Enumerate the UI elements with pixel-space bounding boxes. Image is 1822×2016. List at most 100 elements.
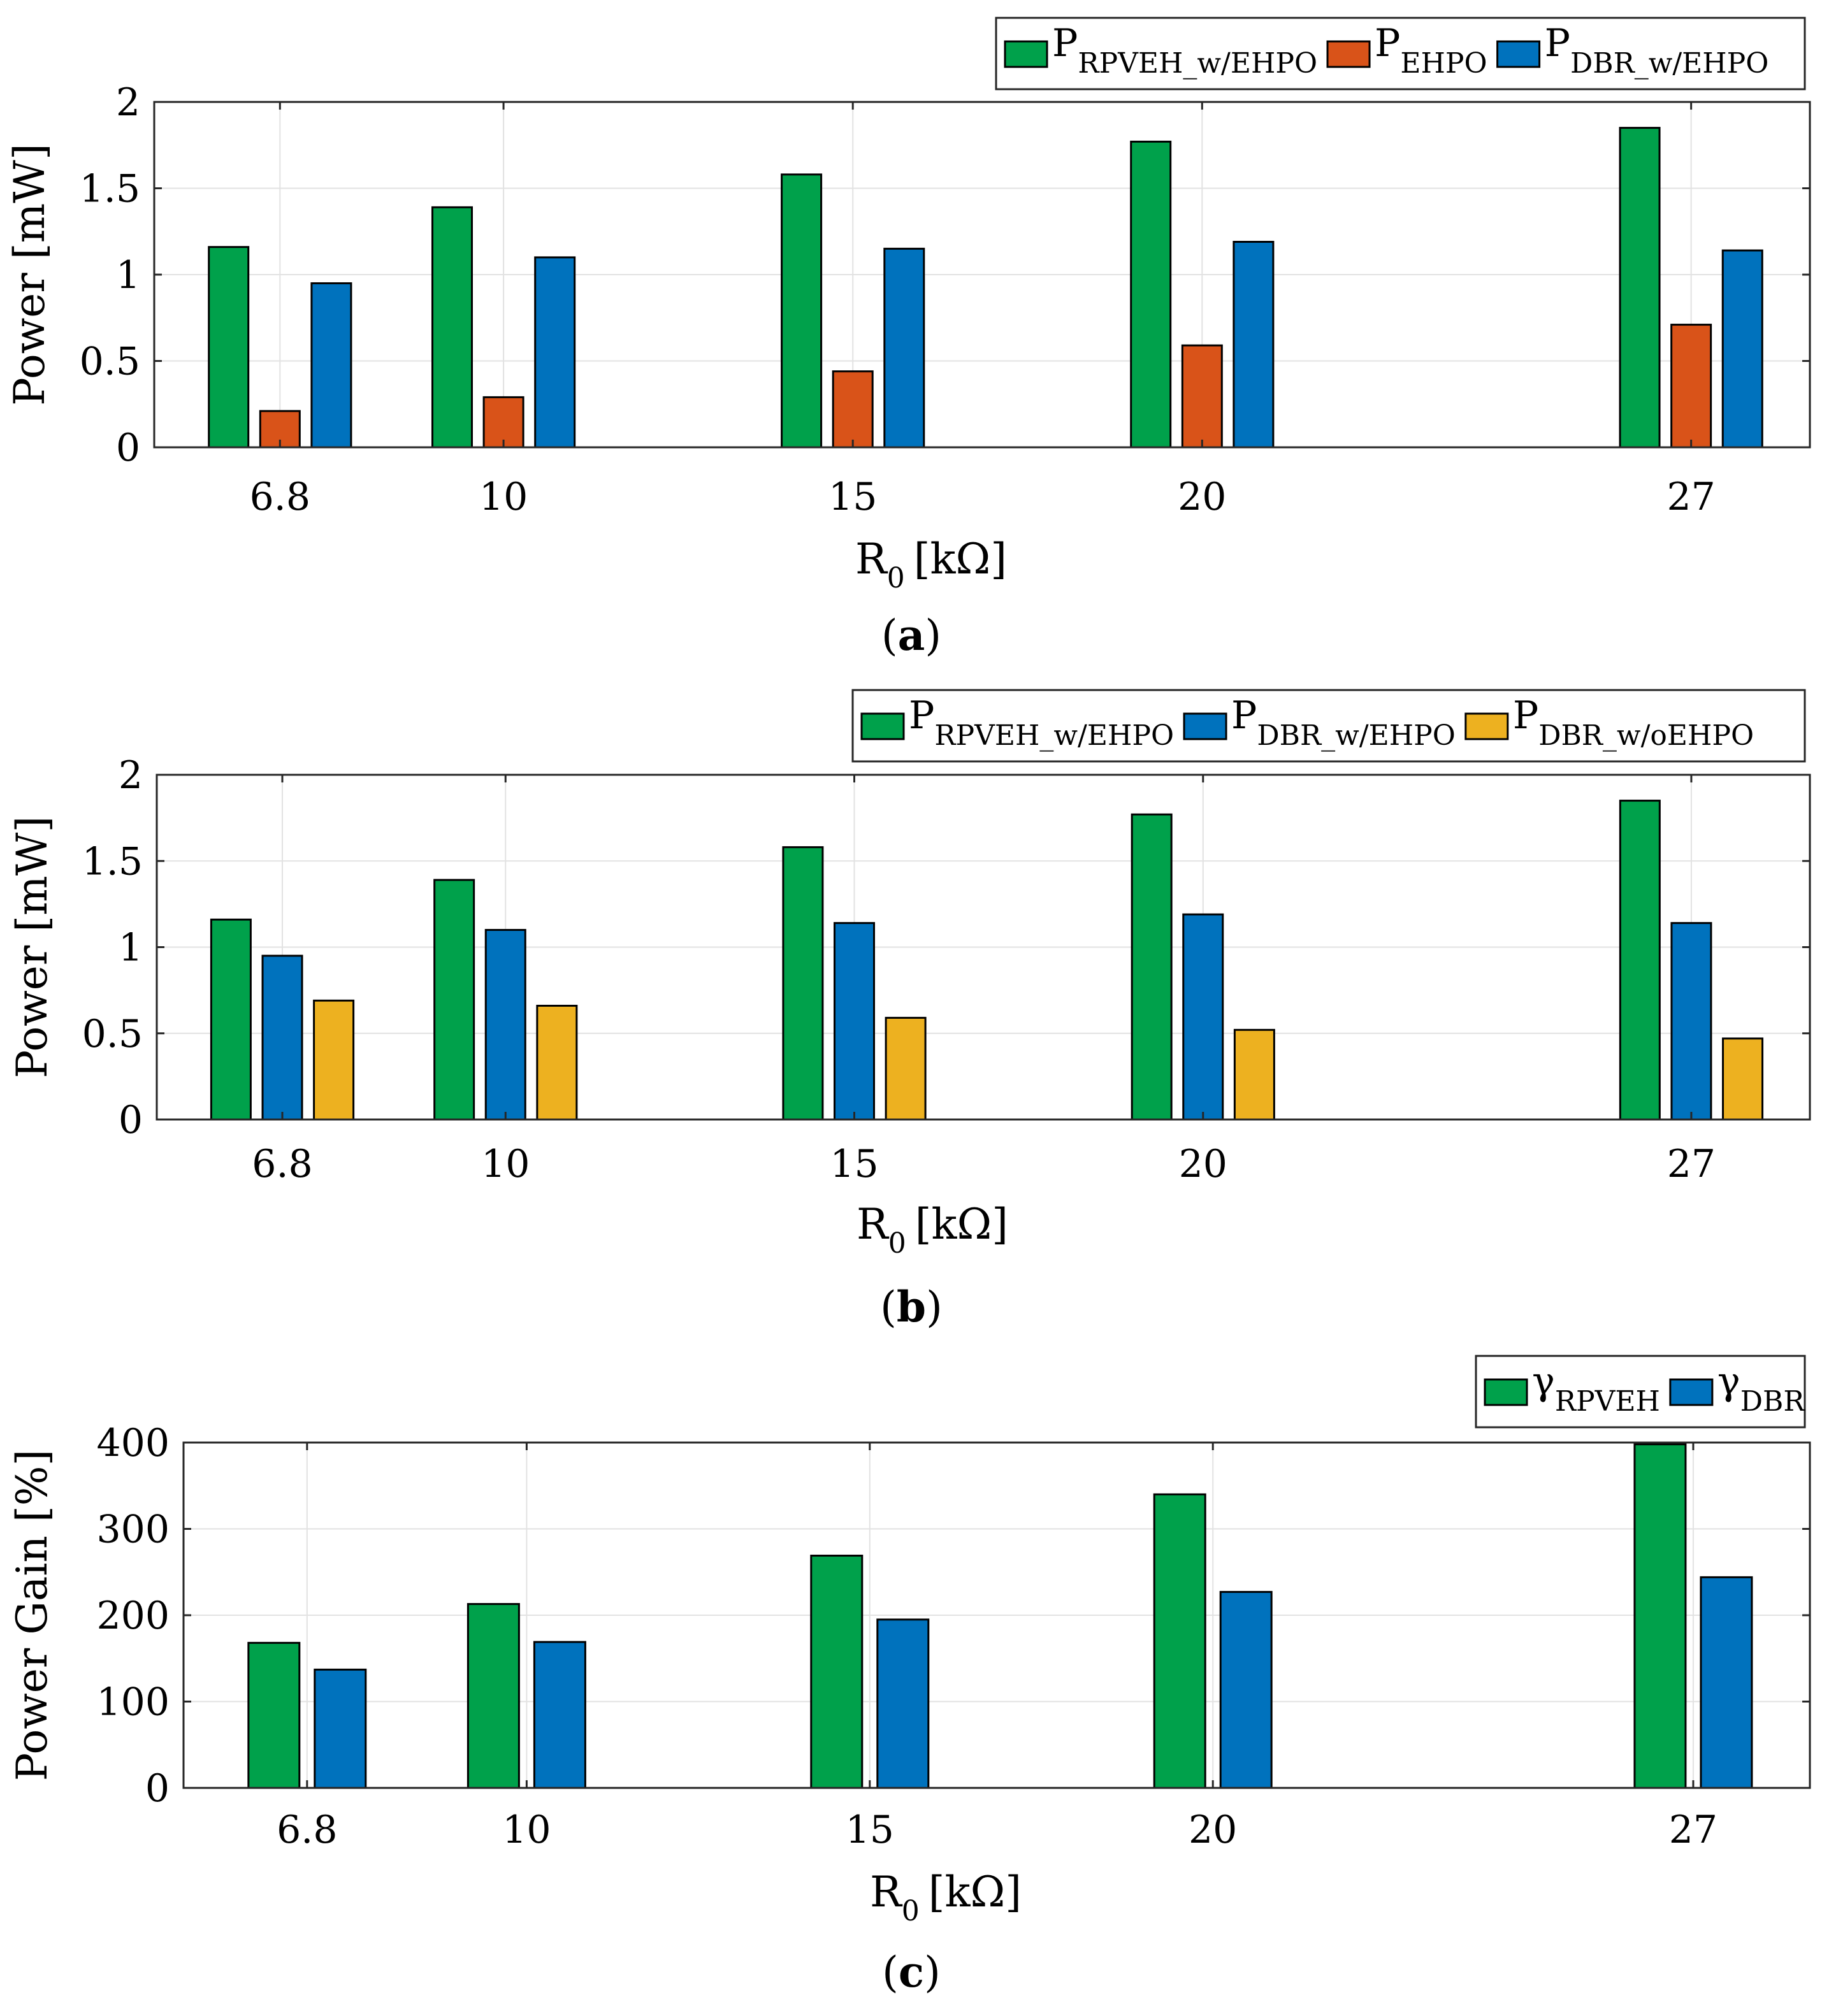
legend-swatch: [1183, 712, 1227, 740]
y-tick-label: 0.5: [80, 340, 140, 384]
bar-dbr-w-ehpo-6-8: [261, 954, 303, 1121]
bar-dbr-w-oehpo-27: [1722, 1037, 1764, 1121]
panel-caption: (b): [880, 1282, 943, 1332]
legend-entry: γDBR: [1717, 1359, 1805, 1418]
bar-dbr-27: [1700, 1576, 1753, 1789]
y-axis-label: Power [mW]: [5, 143, 54, 405]
bar-rpveh-w-ehpo-10: [431, 206, 474, 449]
y-tick-label: 100: [96, 1680, 170, 1725]
y-tick-label: 0: [116, 426, 140, 470]
x-tick-label: 6.8: [252, 1142, 312, 1186]
bar-dbr-6-8: [314, 1668, 367, 1789]
x-tick-label: 27: [1667, 1142, 1716, 1186]
legend-swatch: [1464, 712, 1509, 740]
x-tick-label: 15: [828, 475, 877, 519]
legend-entry: PRPVEH_w/EHPO: [1052, 21, 1317, 80]
legend: PRPVEH_w/EHPO PEHPO PDBR_w/EHPO: [995, 17, 1806, 90]
bar-ehpo-20: [1181, 344, 1223, 449]
x-tick-label: 15: [830, 1142, 878, 1186]
chart-panel-a: 0 0.5 1 1.5 2 6.8 10 15 20 27 Power [mW] R0 [kΩ] PRPV…: [5, 17, 1811, 660]
x-tick-label: 6.8: [250, 475, 310, 519]
x-axis-label: R0 [kΩ]: [870, 1868, 1022, 1927]
y-tick-label: 0.5: [82, 1012, 143, 1056]
bar-dbr-w-ehpo-10: [534, 256, 576, 449]
legend-entry: PRPVEH_w/EHPO: [909, 693, 1174, 752]
x-tick-label: 20: [1179, 1142, 1227, 1186]
bar-rpveh-10: [466, 1602, 520, 1789]
x-tick-label: 20: [1178, 475, 1226, 519]
bar-rpveh-w-ehpo-10: [433, 879, 475, 1121]
x-tick-label: 10: [481, 1142, 530, 1186]
bar-rpveh-w-ehpo-27: [1619, 127, 1661, 449]
bar-dbr-10: [533, 1641, 586, 1789]
x-tick-label: 10: [479, 475, 528, 519]
y-tick-label: 1.5: [82, 839, 143, 884]
bar-dbr-w-ehpo-20: [1182, 913, 1224, 1121]
y-tick-label: 0: [145, 1766, 170, 1811]
bar-rpveh-w-ehpo-20: [1131, 813, 1173, 1121]
bar-dbr-w-oehpo-6-8: [313, 999, 355, 1121]
legend-entry: γRPVEH: [1532, 1359, 1660, 1418]
legend-swatch: [1484, 1378, 1528, 1406]
bar-rpveh-w-ehpo-15: [781, 173, 823, 449]
panel-caption: (a): [881, 610, 941, 660]
panel-caption: (c): [882, 1947, 941, 1997]
bar-dbr-w-ehpo-6-8: [310, 282, 352, 449]
legend-swatch: [1004, 40, 1048, 68]
bar-rpveh-w-ehpo-6-8: [210, 918, 252, 1121]
x-tick-label: 27: [1667, 475, 1715, 519]
x-tick-label: 10: [502, 1808, 551, 1852]
y-tick-label: 0: [119, 1098, 143, 1142]
bar-rpveh-27: [1633, 1443, 1687, 1789]
legend-entry: PDBR_w/EHPO: [1231, 693, 1456, 752]
bar-rpveh-6-8: [247, 1641, 301, 1789]
bar-rpveh-w-ehpo-27: [1619, 800, 1661, 1121]
bar-ehpo-27: [1670, 324, 1712, 449]
bar-rpveh-w-ehpo-15: [782, 846, 824, 1121]
bar-dbr-15: [876, 1618, 930, 1789]
y-tick-label: 1: [116, 253, 140, 298]
bar-dbr-w-oehpo-20: [1233, 1028, 1275, 1121]
legend: γRPVEH γDBR: [1475, 1355, 1806, 1429]
legend-box: [995, 17, 1806, 90]
bar-dbr-20: [1219, 1590, 1273, 1789]
y-axis-label: Power Gain [%]: [8, 1450, 57, 1781]
legend-box: [851, 689, 1806, 763]
legend-swatch: [1496, 40, 1541, 68]
legend-swatch: [1669, 1378, 1714, 1406]
chart-panel-c: 0 100 200 300 400 6.8 10 15 20 27 Power Gain [%] R0…: [8, 1355, 1811, 1997]
bar-dbr-w-ehpo-10: [484, 928, 526, 1121]
bar-dbr-w-ehpo-27: [1721, 249, 1763, 449]
y-tick-label: 400: [96, 1421, 170, 1465]
bar-rpveh-20: [1153, 1493, 1206, 1789]
bar-ehpo-15: [832, 370, 874, 449]
legend-entry: PEHPO: [1375, 21, 1487, 80]
bar-rpveh-15: [810, 1555, 864, 1789]
bar-dbr-w-oehpo-10: [536, 1004, 578, 1121]
x-axis-label: R0 [kΩ]: [857, 1200, 1008, 1260]
y-tick-label: 1: [119, 926, 143, 970]
y-axis-label: Power [mW]: [8, 816, 57, 1078]
legend: PRPVEH_w/EHPO PDBR_w/EHPO PDBR_w/oEHPO: [851, 689, 1806, 763]
y-tick-label: 2: [116, 80, 140, 125]
bar-dbr-w-ehpo-27: [1670, 922, 1712, 1121]
bar-dbr-w-oehpo-15: [885, 1016, 927, 1121]
x-axis-label: R0 [kΩ]: [855, 535, 1007, 594]
legend-swatch: [860, 712, 905, 740]
x-tick-label: 6.8: [277, 1808, 337, 1852]
legend-entry: PDBR_w/oEHPO: [1513, 693, 1754, 752]
bar-dbr-w-ehpo-15: [883, 247, 925, 449]
y-tick-label: 1.5: [80, 167, 140, 212]
x-tick-label: 20: [1189, 1808, 1237, 1852]
bar-rpveh-w-ehpo-6-8: [208, 246, 250, 449]
y-tick-label: 2: [119, 753, 143, 798]
legend-entry: PDBR_w/EHPO: [1545, 21, 1769, 80]
x-tick-label: 27: [1669, 1808, 1717, 1852]
bar-rpveh-w-ehpo-20: [1130, 140, 1172, 449]
bar-dbr-w-ehpo-15: [834, 922, 876, 1121]
chart-panel-b: 0 0.5 1 1.5 2 6.8 10 15 20 27 Power [mW] R0 [kΩ] PRPV…: [8, 689, 1811, 1332]
legend-swatch: [1326, 40, 1371, 68]
y-tick-label: 200: [96, 1594, 170, 1638]
y-tick-label: 300: [96, 1508, 170, 1552]
